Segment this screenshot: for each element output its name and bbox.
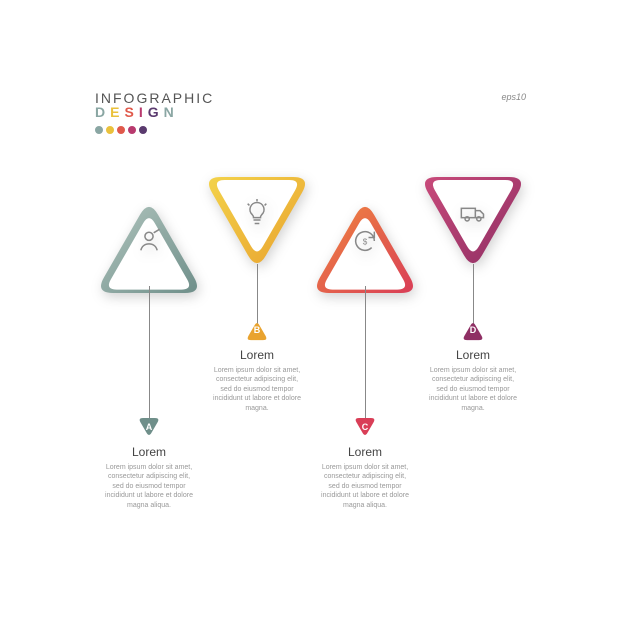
bulb-icon bbox=[243, 199, 271, 227]
triangle-step-b bbox=[203, 170, 311, 278]
palette-dots bbox=[95, 126, 214, 134]
step-title: Lorem bbox=[429, 348, 517, 362]
badge-b: B bbox=[246, 320, 268, 342]
eps-label: eps10 bbox=[501, 92, 526, 102]
step-body: Lorem ipsum dolor sit amet, consectetur … bbox=[213, 366, 301, 413]
triangle-step-d bbox=[419, 170, 527, 278]
badge-letter: C bbox=[362, 422, 369, 432]
step-text-a: Lorem Lorem ipsum dolor sit amet, consect… bbox=[105, 445, 193, 510]
step-body: Lorem ipsum dolor sit amet, consectetur … bbox=[105, 463, 193, 510]
connector-line bbox=[257, 264, 258, 324]
header-line2: DESIGN bbox=[95, 104, 214, 120]
badge-d: D bbox=[462, 320, 484, 342]
step-text-b: Lorem Lorem ipsum dolor sit amet, consect… bbox=[213, 348, 301, 413]
triangle-step-a bbox=[95, 192, 203, 300]
connector-line bbox=[149, 286, 150, 421]
person-icon bbox=[135, 227, 163, 255]
refresh-icon: $ bbox=[351, 227, 379, 255]
step-body: Lorem ipsum dolor sit amet, consectetur … bbox=[429, 366, 517, 413]
badge-a: A bbox=[138, 417, 160, 439]
svg-text:$: $ bbox=[363, 237, 368, 246]
step-title: Lorem bbox=[321, 445, 409, 459]
step-text-d: Lorem Lorem ipsum dolor sit amet, consect… bbox=[429, 348, 517, 413]
truck-icon bbox=[459, 199, 487, 227]
header: INFOGRAPHIC DESIGN bbox=[95, 90, 214, 134]
step-title: Lorem bbox=[213, 348, 301, 362]
connector-line bbox=[365, 286, 366, 421]
badge-c: C bbox=[354, 417, 376, 439]
triangle-row: ALoremLorem ipsum dolor sit amet, consec… bbox=[95, 170, 525, 300]
badge-letter: D bbox=[470, 325, 477, 335]
triangle-step-c: $ bbox=[311, 192, 419, 300]
badge-letter: A bbox=[146, 422, 153, 432]
step-title: Lorem bbox=[105, 445, 193, 459]
badge-letter: B bbox=[254, 325, 261, 335]
connector-line bbox=[473, 264, 474, 324]
step-body: Lorem ipsum dolor sit amet, consectetur … bbox=[321, 463, 409, 510]
step-text-c: Lorem Lorem ipsum dolor sit amet, consect… bbox=[321, 445, 409, 510]
